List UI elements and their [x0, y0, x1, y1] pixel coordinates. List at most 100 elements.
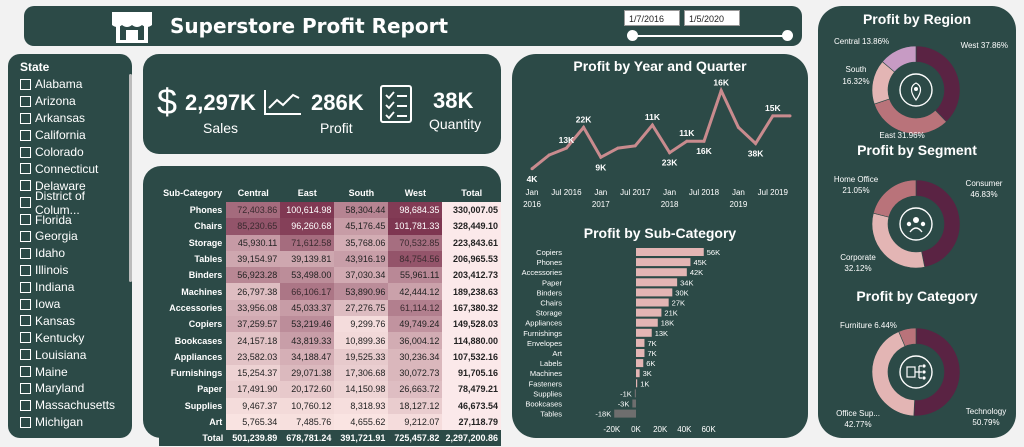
column-header[interactable]: Central [237, 188, 269, 198]
table-row[interactable]: Phones 72,403.86 100,614.98 58,304.44 98,684… [159, 202, 501, 219]
bar[interactable] [636, 328, 652, 337]
line-point[interactable] [702, 139, 706, 143]
state-option[interactable]: Georgia [20, 228, 132, 245]
table-row[interactable]: Art 5,765.34 7,485.76 4,655.62 9,212.07 27,11… [159, 413, 501, 431]
bar[interactable] [636, 258, 691, 267]
bar[interactable] [636, 369, 640, 378]
state-checkbox[interactable] [20, 78, 31, 90]
table-row[interactable]: Bookcases 24,157.18 43,819.33 10,899.36 36,0… [159, 332, 501, 349]
bar[interactable] [636, 248, 704, 256]
state-checkbox[interactable] [20, 95, 31, 107]
column-header[interactable]: Sub-Category [163, 188, 223, 198]
donut-slice[interactable] [881, 45, 917, 73]
bar[interactable] [614, 409, 636, 418]
column-header[interactable]: East [297, 188, 317, 198]
state-checkbox[interactable] [20, 112, 31, 124]
state-option[interactable]: Michigan [20, 414, 132, 431]
donut-slice[interactable] [913, 327, 961, 417]
state-checkbox[interactable] [20, 129, 31, 141]
bar[interactable] [636, 379, 638, 388]
donut-slice[interactable] [915, 179, 961, 268]
bar[interactable] [636, 349, 645, 357]
profit-line-series[interactable] [531, 86, 790, 170]
bar[interactable] [636, 359, 644, 368]
line-point[interactable] [736, 125, 740, 129]
table-row[interactable]: Furnishings 15,254.37 29,071.38 17,306.68 30… [159, 364, 501, 382]
state-option[interactable]: Idaho [20, 245, 132, 262]
bar[interactable] [632, 399, 636, 408]
line-point[interactable] [582, 125, 586, 129]
state-option[interactable]: District of Colum... [20, 189, 132, 217]
state-scrollbar[interactable] [129, 74, 132, 282]
state-checkbox[interactable] [20, 247, 31, 259]
state-option[interactable]: Louisiana [20, 346, 132, 363]
state-option[interactable]: Florida [20, 211, 132, 228]
line-point[interactable] [616, 146, 620, 150]
state-checkbox[interactable] [20, 366, 31, 378]
state-option[interactable]: Kansas [20, 312, 132, 329]
column-header[interactable]: Total [461, 188, 483, 198]
bar[interactable] [634, 389, 636, 398]
state-option[interactable]: Colorado [20, 144, 132, 161]
state-option[interactable]: Kentucky [20, 329, 132, 346]
table-row[interactable]: Copiers 37,259.57 53,219.46 9,299.76 49,749.… [159, 316, 501, 333]
table-row[interactable]: Binders 56,923.28 53,498.00 37,030.34 55,961… [159, 267, 501, 284]
state-option[interactable]: California [20, 127, 132, 144]
bar[interactable] [636, 298, 669, 307]
table-row[interactable]: Machines 26,797.38 66,106.17 53,890.96 42,44… [159, 283, 501, 300]
state-option[interactable]: Alabama [20, 76, 132, 93]
table-row[interactable]: Paper 17,491.90 20,172.60 14,150.98 26,663.7… [159, 381, 501, 398]
line-point[interactable] [599, 155, 603, 159]
state-option[interactable]: Connecticut [20, 160, 132, 177]
donut-slice[interactable] [915, 45, 961, 123]
line-point[interactable] [719, 89, 723, 93]
state-checkbox[interactable] [20, 214, 31, 226]
state-checkbox[interactable] [20, 315, 31, 327]
state-checkbox[interactable] [20, 298, 31, 310]
state-checkbox[interactable] [20, 163, 31, 175]
state-option[interactable]: Iowa [20, 296, 132, 313]
table-row[interactable]: Supplies 9,467.37 10,760.12 8,318.93 18,127.… [159, 397, 501, 414]
state-option[interactable]: Indiana [20, 279, 132, 296]
bar[interactable] [636, 338, 645, 347]
line-point[interactable] [771, 114, 775, 118]
date-slider-track[interactable] [632, 35, 788, 37]
state-option[interactable]: Arizona [20, 93, 132, 110]
line-point[interactable] [564, 146, 568, 150]
bar[interactable] [636, 288, 673, 297]
state-checkbox[interactable] [20, 399, 31, 411]
state-option[interactable]: Illinois [20, 262, 132, 279]
date-slider-end-handle[interactable] [782, 30, 793, 41]
line-point[interactable] [530, 167, 534, 171]
donut-slice[interactable] [898, 327, 917, 347]
line-point[interactable] [633, 144, 637, 148]
bar[interactable] [636, 318, 658, 327]
line-point[interactable] [668, 151, 672, 155]
line-point[interactable] [754, 142, 758, 145]
table-row[interactable]: Appliances 23,582.03 34,188.47 19,525.33 30,… [159, 348, 501, 365]
state-option[interactable]: Arkansas [20, 110, 132, 127]
state-option[interactable]: Delaware [20, 177, 132, 194]
donut-slice[interactable] [872, 179, 917, 218]
line-point[interactable] [685, 139, 689, 143]
state-checkbox[interactable] [20, 332, 31, 344]
table-row[interactable]: Tables 39,154.97 39,139.81 43,916.19 84,754.… [159, 250, 501, 268]
line-point[interactable] [547, 153, 551, 157]
state-checkbox[interactable] [20, 416, 31, 428]
line-point[interactable] [650, 123, 654, 127]
state-option[interactable]: Massachusetts [20, 397, 132, 414]
line-point[interactable] [788, 114, 792, 118]
column-header[interactable]: South [348, 188, 375, 198]
table-row[interactable]: Accessories 33,956.08 45,033.37 27,276.75 61… [159, 299, 501, 317]
state-checkbox[interactable] [20, 349, 31, 361]
end-date-input[interactable]: 1/5/2020 [684, 10, 740, 26]
start-date-input[interactable]: 1/7/2016 [624, 10, 680, 26]
state-checkbox[interactable] [20, 180, 31, 192]
state-checkbox[interactable] [20, 281, 31, 293]
bar[interactable] [636, 308, 662, 317]
state-checkbox[interactable] [20, 230, 31, 242]
state-checkbox[interactable] [20, 146, 31, 158]
date-slider-start-handle[interactable] [627, 30, 638, 41]
bar[interactable] [636, 268, 687, 277]
state-option[interactable]: Maine [20, 363, 132, 380]
